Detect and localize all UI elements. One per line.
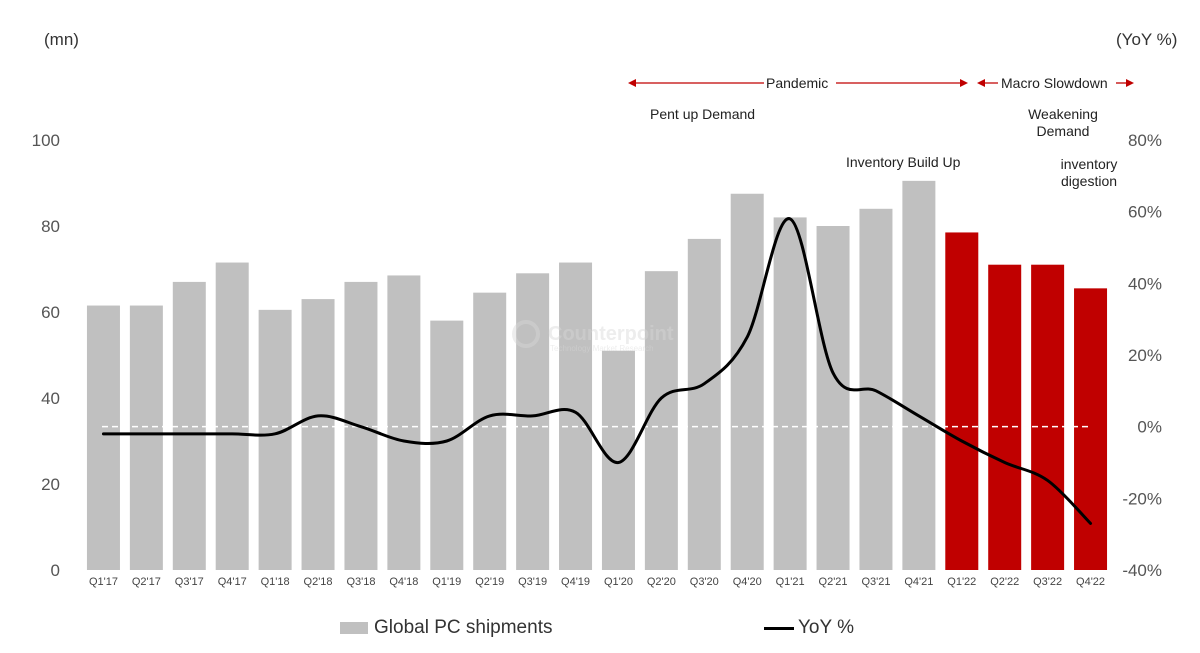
pandemic-label: Pandemic [766, 75, 829, 91]
bar-7 [387, 275, 421, 570]
legend-bar-swatch [340, 622, 368, 634]
counterpoint-watermark: Counterpoint Technology Market Research [512, 320, 674, 353]
bar-21 [988, 264, 1022, 570]
x-tick-5: Q2'18 [304, 576, 333, 588]
pent-up-demand-label: Pent up Demand [650, 106, 756, 122]
x-tick-3: Q4'17 [218, 576, 247, 588]
weakening-line-2: Demand [1036, 123, 1090, 139]
macro-arrowhead-left [977, 79, 985, 87]
right-tick-1: -20% [1122, 489, 1162, 508]
legend-item-yoy: YoY % [764, 616, 854, 640]
x-tick-23: Q4'22 [1076, 576, 1105, 588]
bar-13 [644, 271, 678, 570]
right-tick-5: 60% [1128, 203, 1162, 222]
inventory-digestion-label: inventory digestion [1046, 156, 1132, 190]
bar-14 [687, 238, 721, 570]
inventory-build-up-label: Inventory Build Up [846, 154, 961, 170]
x-tick-16: Q1'21 [776, 576, 805, 588]
watermark-subtitle: Technology Market Research [550, 344, 654, 353]
macro-slowdown-label: Macro Slowdown [1001, 75, 1108, 91]
left-tick-2: 40 [41, 389, 60, 408]
x-tick-4: Q1'18 [261, 576, 290, 588]
right-tick-6: 80% [1128, 131, 1162, 150]
bar-15 [730, 193, 764, 570]
weakening-demand-label: Weakening Demand [1018, 106, 1108, 140]
right-axis-unit: (YoY %) [1116, 30, 1178, 49]
period-arrows [628, 79, 1134, 87]
bar-12 [601, 350, 635, 570]
left-axis-ticks: 0 20 40 60 80 100 [32, 131, 60, 580]
x-tick-19: Q4'21 [904, 576, 933, 588]
x-tick-7: Q4'18 [389, 576, 418, 588]
bar-layer [86, 180, 1108, 571]
x-tick-1: Q2'17 [132, 576, 161, 588]
left-tick-4: 80 [41, 217, 60, 236]
bar-0 [86, 305, 120, 570]
x-axis-ticks: Q1'17 Q2'17 Q3'17 Q4'17 Q1'18 Q2'18 Q3'18 Q4'18… [89, 576, 1105, 588]
legend-item-shipments: Global PC shipments [340, 616, 552, 640]
bar-11 [559, 262, 593, 570]
x-tick-9: Q2'19 [475, 576, 504, 588]
x-tick-22: Q3'22 [1033, 576, 1062, 588]
x-tick-0: Q1'17 [89, 576, 118, 588]
bar-20 [945, 232, 979, 570]
bar-2 [172, 281, 206, 570]
left-tick-3: 60 [41, 303, 60, 322]
x-tick-17: Q2'21 [819, 576, 848, 588]
weakening-line-1: Weakening [1028, 106, 1098, 122]
x-tick-14: Q3'20 [690, 576, 719, 588]
right-tick-2: 0% [1137, 418, 1162, 437]
bar-4 [258, 309, 292, 570]
bar-17 [816, 226, 850, 570]
macro-arrowhead-right [1126, 79, 1134, 87]
x-tick-10: Q3'19 [518, 576, 547, 588]
bar-19 [902, 180, 936, 570]
yoy-series-line [101, 217, 1093, 525]
x-tick-13: Q2'20 [647, 576, 676, 588]
legend-yoy-label: YoY % [798, 617, 854, 638]
bar-5 [301, 299, 335, 570]
bar-22 [1031, 264, 1065, 570]
bar-8 [430, 320, 464, 570]
legend-shipments-label: Global PC shipments [374, 617, 553, 638]
x-tick-11: Q4'19 [561, 576, 590, 588]
right-tick-0: -40% [1122, 561, 1162, 580]
pandemic-arrowhead-left [628, 79, 636, 87]
x-tick-8: Q1'19 [432, 576, 461, 588]
bar-23 [1074, 288, 1108, 570]
left-tick-5: 100 [32, 131, 60, 150]
bar-1 [129, 305, 163, 570]
right-tick-3: 20% [1128, 346, 1162, 365]
right-tick-4: 40% [1128, 274, 1162, 293]
left-tick-0: 0 [51, 561, 60, 580]
left-tick-1: 20 [41, 475, 60, 494]
x-tick-18: Q3'21 [861, 576, 890, 588]
digestion-line-2: digestion [1060, 173, 1118, 189]
bar-9 [473, 292, 507, 570]
x-tick-21: Q2'22 [990, 576, 1019, 588]
pandemic-arrowhead-right [960, 79, 968, 87]
bar-16 [773, 217, 807, 570]
digestion-line-1: inventory [1060, 156, 1118, 172]
bar-10 [516, 273, 550, 570]
counterpoint-logo-icon [512, 320, 540, 348]
watermark-title: Counterpoint [548, 322, 674, 345]
right-axis-ticks: -40% -20% 0% 20% 40% 60% 80% [1122, 131, 1162, 580]
x-tick-12: Q1'20 [604, 576, 633, 588]
x-tick-15: Q4'20 [733, 576, 762, 588]
x-tick-6: Q3'18 [346, 576, 375, 588]
legend-line-swatch [764, 626, 794, 630]
x-tick-2: Q3'17 [175, 576, 204, 588]
bar-3 [215, 262, 249, 570]
x-tick-20: Q1'22 [947, 576, 976, 588]
left-axis-unit: (mn) [44, 30, 79, 49]
